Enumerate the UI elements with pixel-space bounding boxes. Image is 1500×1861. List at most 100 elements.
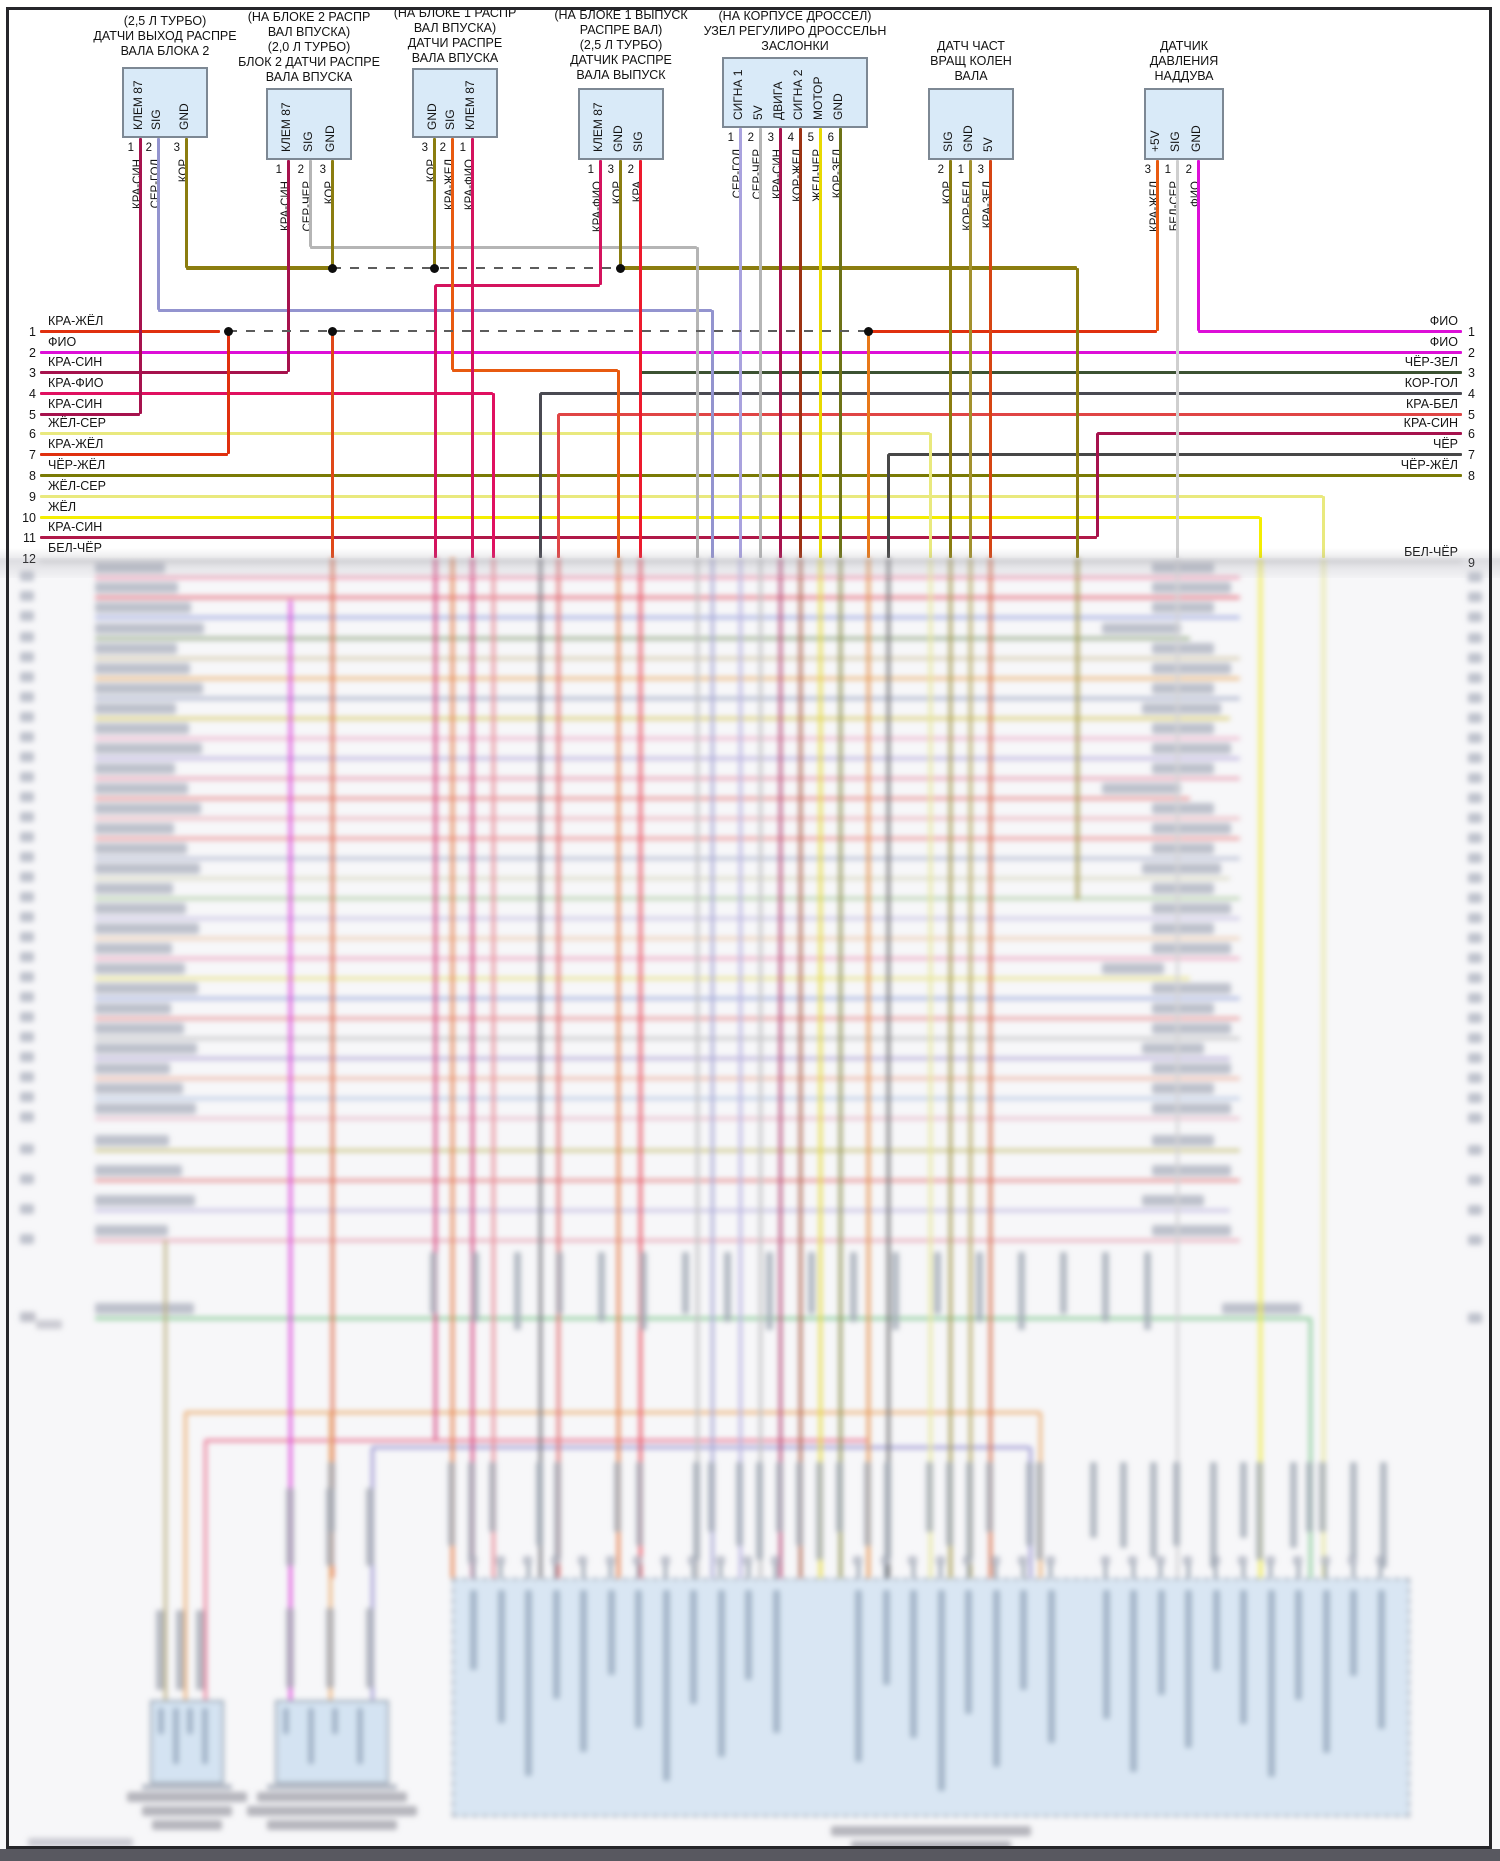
row-wire [40, 391, 493, 395]
blur-row-wire [95, 716, 1230, 720]
blurred-text-blob [770, 1556, 780, 1565]
blurred-text-blob [286, 1608, 294, 1688]
blurred-text-blob [95, 582, 178, 593]
blur-wire-v [491, 558, 495, 1578]
blur-wire-v [556, 558, 560, 1578]
blurred-text-blob [95, 1303, 194, 1314]
route-wire-v [138, 138, 142, 414]
connector-pin-label: SIG [1168, 131, 1182, 152]
blurred-text-blob [1468, 612, 1482, 622]
blurred-text-blob [95, 623, 204, 634]
blurred-text-blob [1468, 1145, 1482, 1155]
row-wire [40, 452, 228, 456]
blur-wire-v [738, 558, 742, 1578]
row-wire [40, 431, 930, 435]
blurred-text-blob [326, 1608, 334, 1688]
ecu-pin-tick [664, 1564, 667, 1578]
blurred-text-blob [1348, 1556, 1357, 1565]
blurred-text-blob [963, 1556, 972, 1565]
blurred-text-blob [1468, 673, 1482, 683]
blurred-text-blob [1468, 713, 1482, 723]
blurred-text-blob [1102, 1252, 1109, 1322]
blurred-text-blob [1267, 1590, 1275, 1777]
connector-title: (НА БЛОКЕ 1 РАСПР ВАЛ ВПУСКА) ДАТЧИ РАСПРЕ… [393, 6, 517, 65]
blur-row-wire [95, 896, 1240, 900]
blurred-text-blob [772, 1590, 780, 1733]
blurred-text-blob [965, 1590, 972, 1714]
blurred-text-blob [1183, 1556, 1192, 1565]
blur-wire-v [710, 558, 714, 1578]
blurred-text-blob [286, 1488, 294, 1566]
blurred-text-blob [20, 992, 34, 1002]
row-number: 11 [23, 531, 36, 545]
row-wire [40, 535, 1097, 539]
blur-row-wire [95, 856, 1240, 860]
row-label: ЧЁР-ЖЁЛ [48, 458, 106, 472]
blurred-text-blob [1120, 1462, 1127, 1548]
blurred-text-blob [1380, 1462, 1387, 1568]
blurred-text-blob [1468, 733, 1482, 743]
blurred-text-blob [20, 932, 34, 942]
row-wire [40, 515, 1260, 519]
blur-row-wire [95, 876, 1230, 880]
blurred-text-blob [95, 843, 187, 854]
row-label: ЧЁР-ЖЁЛ [1400, 458, 1458, 472]
blur-wire-v [370, 1447, 374, 1700]
ecu-pin-tick [1379, 1564, 1382, 1578]
blurred-text-blob [552, 1590, 560, 1699]
blurred-text-blob [1265, 1556, 1275, 1565]
connector-pin-label: SIG [443, 109, 457, 130]
route-wire-v [1258, 517, 1262, 558]
route-wire-v [538, 393, 542, 558]
blurred-text-blob [20, 1204, 34, 1214]
wire-number: 3 [767, 132, 774, 144]
row-number: 6 [1468, 427, 1475, 441]
wire-number: 1 [127, 142, 134, 154]
blurred-text-blob [1152, 883, 1214, 894]
blurred-text-blob [95, 1165, 182, 1176]
ecu-pin-tick [966, 1564, 970, 1578]
blurred-text-blob [1152, 1003, 1214, 1014]
blurred-text-blob [1152, 903, 1231, 914]
blurred-text-blob [20, 892, 34, 902]
connector-box [928, 88, 1014, 160]
blurred-text-blob [20, 812, 34, 822]
connector-pin-label: СИГНА 2 [791, 69, 805, 120]
connector-pin-label: SIG [941, 131, 955, 152]
blurred-text-blob [366, 1608, 374, 1688]
ecu-pin-tick [691, 1564, 695, 1578]
connector-box [122, 67, 208, 138]
blurred-text-blob [1155, 1556, 1165, 1565]
blurred-text-blob [1468, 893, 1482, 903]
blur-row-wire [95, 676, 1240, 680]
blurred-text-blob [1319, 1462, 1326, 1532]
blurred-text-blob [796, 1462, 803, 1546]
blurred-text-blob [1468, 693, 1482, 703]
blurred-text-blob [267, 1820, 397, 1830]
blurred-text-blob [934, 1252, 941, 1314]
ecu-pin-tick [1324, 1564, 1327, 1578]
blur-row-wire [95, 816, 1240, 820]
blurred-text-blob [1173, 1462, 1180, 1546]
sharp-upper-diagram: (2,5 Л ТУРБО) ДАТЧИ ВЫХОД РАСПРЕ ВАЛА БЛОК… [0, 0, 1500, 570]
blurred-text-blob [95, 883, 173, 894]
blurred-text-blob [20, 872, 34, 882]
wire-number: 4 [787, 132, 794, 144]
route-wire-v [838, 128, 842, 558]
blurred-text-blob [20, 1032, 34, 1042]
blurred-text-blob [95, 703, 176, 714]
blurred-text-blob [1060, 1252, 1067, 1314]
blurred-text-blob [176, 1610, 184, 1690]
connector-title: (НА КОРПУСЕ ДРОССЕЛ) УЗЕЛ РЕГУЛИРО ДРОССЕ… [703, 9, 887, 53]
blurred-text-blob [1468, 953, 1482, 963]
ecu-pin-tick [1021, 1564, 1025, 1578]
row-wire [40, 473, 1462, 477]
blurred-text-blob [1152, 562, 1214, 573]
blurred-text-blob [95, 1225, 168, 1236]
blurred-text-blob [1240, 1590, 1247, 1724]
blur-wire-v [838, 558, 842, 1578]
blurred-text-blob [95, 983, 198, 994]
wire-number: 2 [747, 132, 754, 144]
blur-row-wire [95, 1076, 1240, 1080]
blur-wire-v [988, 558, 992, 1578]
